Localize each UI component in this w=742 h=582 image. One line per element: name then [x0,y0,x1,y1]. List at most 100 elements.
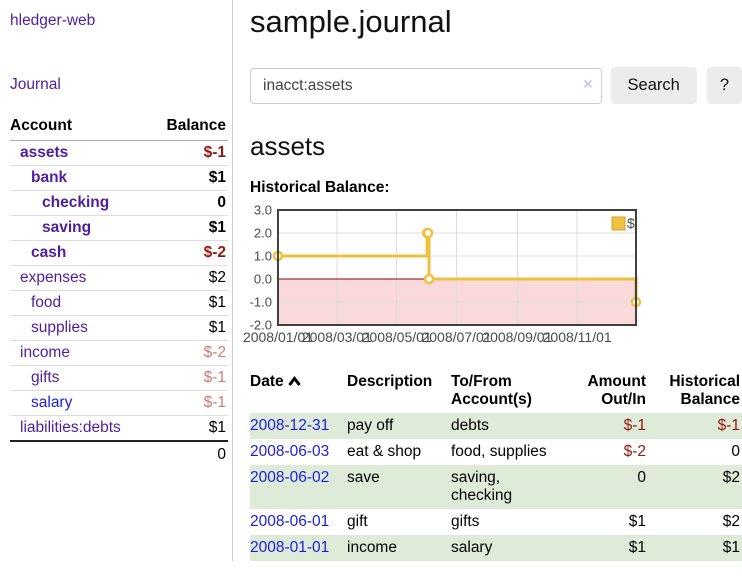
transaction-amount: 0 [637,469,646,486]
account-heading: assets [250,131,326,161]
accounts-table: Account Balance assets $-1 bank $1 checking 0… [10,114,228,467]
search-help-button[interactable]: ? [706,67,742,104]
account-link[interactable]: food [31,294,62,311]
account-link[interactable]: liabilities:debts [20,419,121,436]
account-balance: $-1 [151,140,228,166]
transaction-date-link[interactable]: 2008-01-01 [250,539,330,556]
header-label: Amount [587,373,646,390]
account-link[interactable]: cash [31,244,67,261]
account-balance: $-1 [151,365,228,391]
account-balance: $1 [151,290,228,316]
transaction-row[interactable]: 2008-06-02 save saving, checking 0 $2 [250,465,742,509]
accounts-total-row: 0 [10,440,228,467]
svg-text:2008/01/01: 2008/01/01 [243,329,313,345]
chart-title: Historical Balance: [250,179,390,196]
header-label: Balance [680,391,740,408]
search-button[interactable]: Search [610,67,697,104]
register-header-tofrom: To/From Account(s) [451,371,564,413]
account-row: salary $-1 [10,390,228,416]
transaction-accounts: gifts [451,513,480,530]
transaction-description: pay off [347,417,394,434]
transaction-balance: $-1 [717,417,740,434]
account-balance: 0 [151,190,228,216]
account-balance: $2 [151,265,228,291]
register-header-date[interactable]: Date [250,371,347,413]
transaction-row[interactable]: 2008-06-01 gift gifts $1 $2 [250,509,742,535]
transaction-accounts: salary [451,539,493,556]
register-header-historical: Historical Balance [648,371,742,413]
search-box: × [250,67,602,104]
transaction-description: eat & shop [347,443,422,460]
app-title-link[interactable]: hledger-web [10,12,96,29]
svg-text:2008/07/01: 2008/07/01 [421,329,491,345]
svg-text:0.0: 0.0 [254,272,272,287]
account-row: food $1 [10,290,228,316]
transaction-balance: $2 [722,513,740,530]
account-link[interactable]: saving [42,219,92,236]
accounts-header-balance: Balance [151,114,228,141]
transaction-amount: $1 [628,513,646,530]
transaction-row[interactable]: 2008-12-31 pay off debts $-1 $-1 [250,413,742,439]
account-link[interactable]: income [20,344,70,361]
account-balance: $1 [151,165,228,191]
clear-search-icon[interactable]: × [583,75,593,93]
account-row: assets $-1 [10,140,228,166]
account-row: income $-2 [10,340,228,366]
transaction-date-link[interactable]: 2008-12-31 [250,417,330,434]
transaction-description: save [347,469,380,486]
svg-text:2008/09/01: 2008/09/01 [482,329,552,345]
account-link[interactable]: salary [31,394,73,411]
register-header-description: Description [347,371,451,413]
account-balance: $1 [151,315,228,341]
transaction-amount: $1 [628,539,646,556]
main-content: sample.journal × Search ? assets Histori… [233,0,742,561]
register-header-amount: Amount Out/In [564,371,648,413]
header-label: To/From [451,373,512,390]
page-title: sample.journal [250,4,452,39]
account-link[interactable]: checking [42,194,110,211]
transaction-row[interactable]: 2008-01-01 income salary $1 $1 [250,535,742,561]
transaction-accounts: debts [451,417,489,434]
sidebar: hledger-web Journal Account Balance asse… [0,0,233,561]
svg-text:3.0: 3.0 [254,204,272,218]
account-balance: $-1 [151,390,228,416]
svg-text:$: $ [627,215,635,231]
sidebar-item-journal[interactable]: Journal [10,76,61,93]
account-row: gifts $-1 [10,365,228,391]
sort-ascending-icon [287,376,301,386]
transaction-date-link[interactable]: 2008-06-01 [250,513,330,530]
transaction-date-link[interactable]: 2008-06-03 [250,443,330,460]
account-row: bank $1 [10,165,228,191]
search-input[interactable] [250,67,602,104]
account-balance: $1 [151,415,228,442]
header-label: Description [347,373,433,390]
historical-balance-chart: $3.0 2.0 1.0 0.0 -1.0 -2.0 2008/01/01 2008/03/0… [241,203,742,356]
transaction-amount: $-2 [623,443,646,460]
account-link[interactable]: gifts [31,369,60,386]
svg-text:2.0: 2.0 [254,226,272,241]
search-form: × Search ? [250,67,742,104]
account-link[interactable]: assets [20,144,69,161]
transaction-description: income [347,539,397,556]
account-link[interactable]: expenses [20,269,87,286]
header-label: Out/In [601,391,646,408]
account-link[interactable]: bank [31,169,68,186]
balance-chart-svg: $3.0 2.0 1.0 0.0 -1.0 -2.02008/01/012008/03/0… [243,203,642,345]
register-table: Date Description To/From Account(s) Amount Ou… [250,371,742,561]
transaction-row[interactable]: 2008-06-03 eat & shop food, supplies $-2 0 [250,439,742,465]
transaction-balance: $1 [722,539,740,556]
transaction-balance: $2 [722,469,740,486]
account-row: expenses $2 [10,265,228,291]
transaction-date-link[interactable]: 2008-06-02 [250,469,330,486]
transaction-description: gift [347,513,368,530]
account-row: liabilities:debts $1 [10,415,228,442]
transaction-accounts: saving, checking [451,469,513,504]
transaction-amount: $-1 [623,417,646,434]
account-link[interactable]: supplies [31,319,88,336]
account-row: cash $-2 [10,240,228,266]
transaction-accounts: food, supplies [451,443,547,460]
svg-text:2008/03/01: 2008/03/01 [302,329,372,345]
header-label: Account(s) [451,391,532,408]
account-row: saving $1 [10,215,228,241]
account-balance: $-2 [151,340,228,366]
